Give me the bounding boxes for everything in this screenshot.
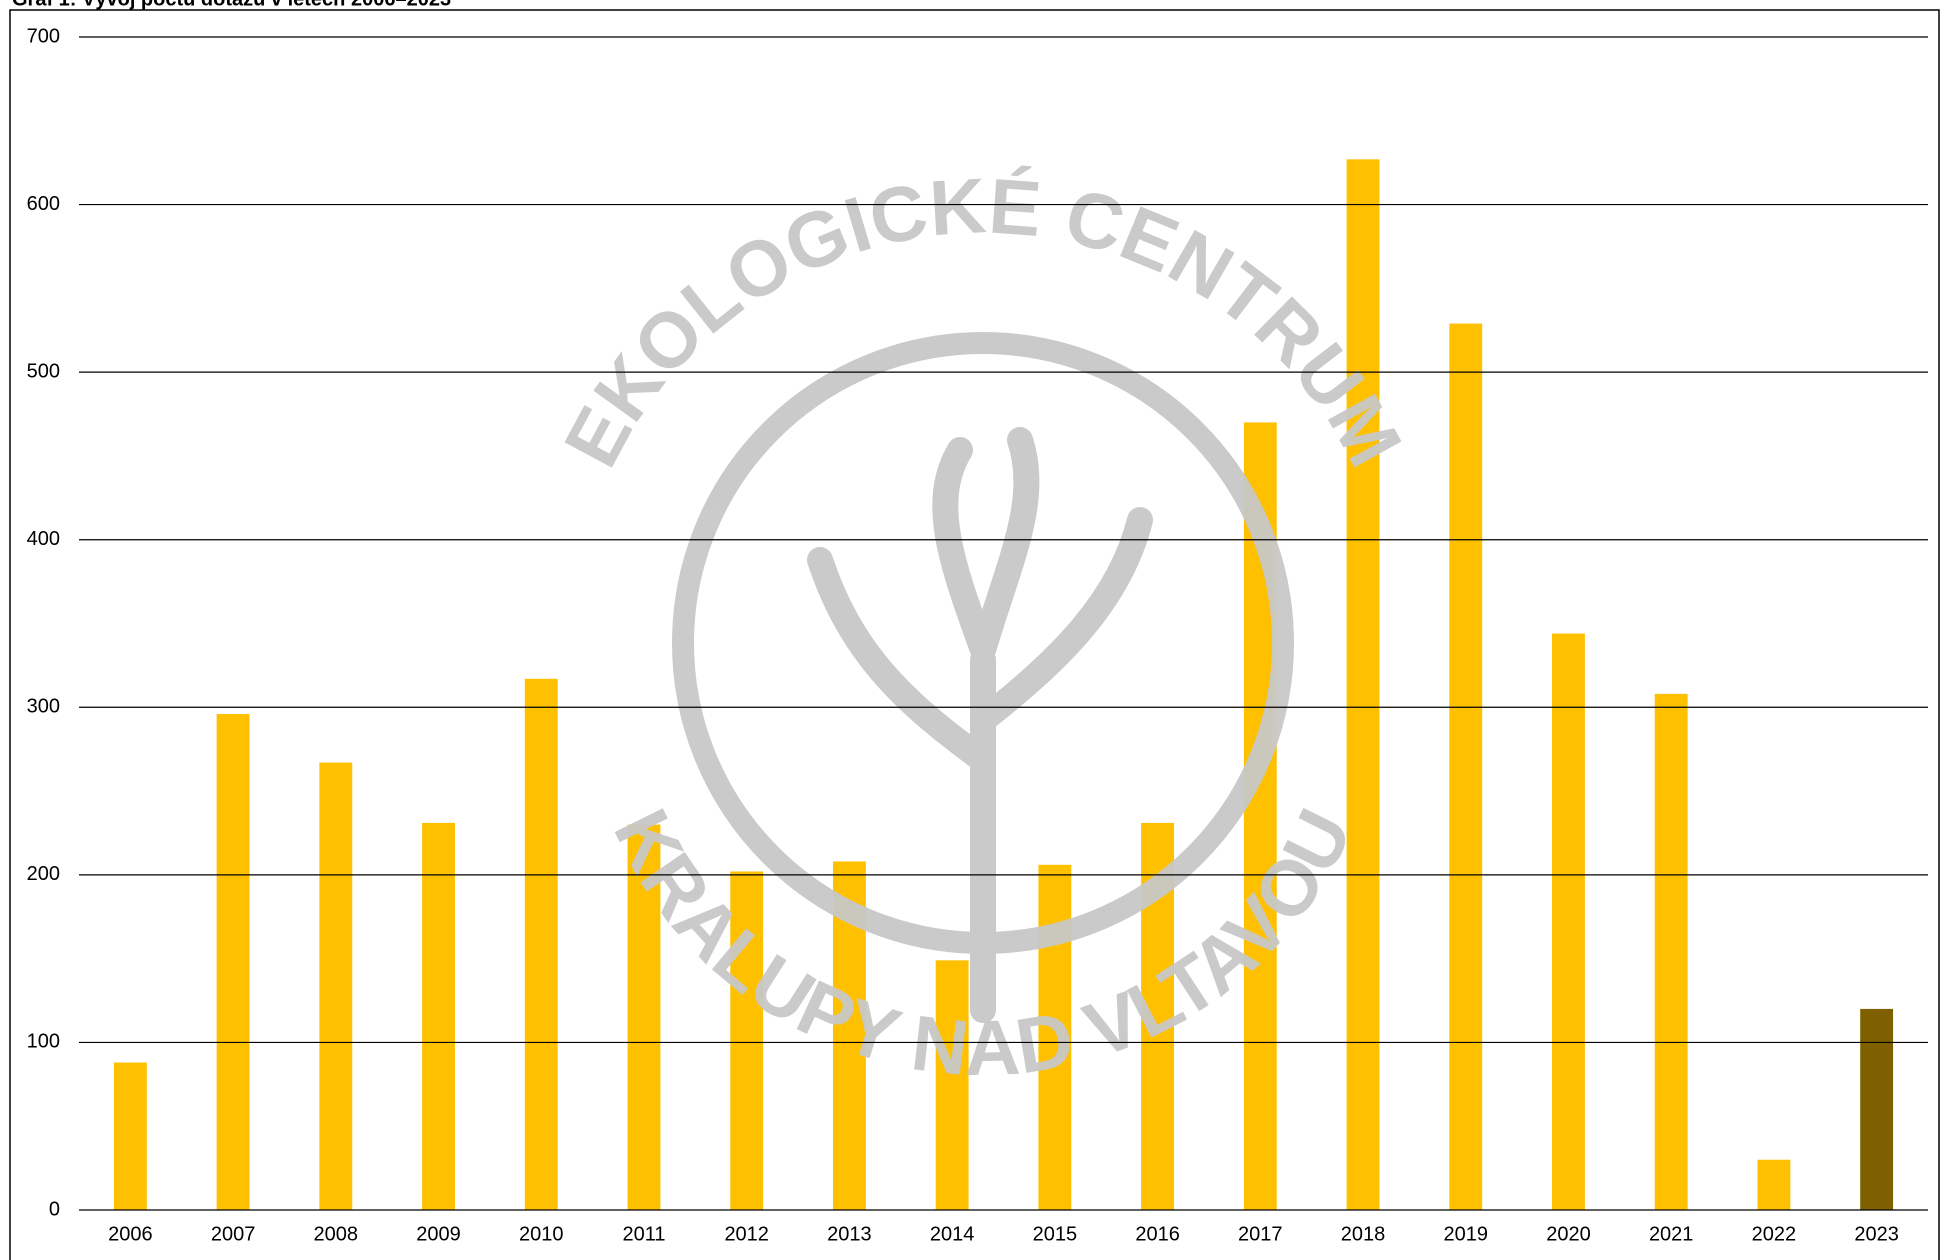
watermark-tree xyxy=(807,427,1153,1023)
x-tick-label: 2012 xyxy=(724,1223,769,1245)
bar xyxy=(422,822,455,1210)
x-tick-label: 2019 xyxy=(1444,1223,1489,1245)
bar xyxy=(113,1062,147,1210)
bars xyxy=(113,159,1894,1211)
watermark-top: EKOLOGICKÉ CENTRUM xyxy=(547,161,1419,480)
y-tick-label: 100 xyxy=(27,1031,60,1053)
bar xyxy=(627,824,661,1210)
bar xyxy=(1449,323,1483,1211)
bar xyxy=(1654,693,1688,1210)
bar xyxy=(1860,1008,1894,1210)
watermark: EKOLOGICKÉ CENTRUM KRALUPY NAD VLTAVOU xyxy=(547,161,1419,1092)
x-tick-label: 2008 xyxy=(314,1223,359,1245)
x-tick-label: 2007 xyxy=(211,1223,256,1245)
frame xyxy=(9,9,1940,1260)
bar xyxy=(1552,633,1585,1210)
bar xyxy=(524,678,558,1210)
bar xyxy=(216,713,250,1210)
bar xyxy=(935,960,969,1210)
y-tick-label: 400 xyxy=(27,528,60,550)
x-tick-label: 2016 xyxy=(1135,1223,1180,1245)
bar xyxy=(1346,159,1380,1210)
x-tick-label: 2022 xyxy=(1752,1223,1797,1245)
x-tick-label: 2009 xyxy=(416,1223,461,1245)
bar xyxy=(319,762,353,1210)
watermark-text: EKOLOGICKÉ CENTRUM xyxy=(547,161,1419,480)
x-tick-label: 2014 xyxy=(930,1223,975,1245)
x-tick-label: 2011 xyxy=(622,1223,665,1245)
y-tick-label: 200 xyxy=(27,863,60,885)
x-tick-label: 2017 xyxy=(1238,1223,1283,1245)
x-tick-label: 2018 xyxy=(1341,1223,1386,1245)
bar xyxy=(730,871,764,1210)
chart-title: Graf 1: Vývoj počtu dotazů v letech 2006… xyxy=(12,0,451,10)
y-tick-label: 700 xyxy=(27,25,60,47)
x-tick-label: 2023 xyxy=(1854,1223,1899,1245)
x-tick-label: 2020 xyxy=(1546,1223,1591,1245)
x-tick-label: 2015 xyxy=(1033,1223,1078,1245)
x-tick-label: 2006 xyxy=(108,1223,153,1245)
x-tick-label: 2021 xyxy=(1649,1223,1694,1245)
y-tick-label: 0 xyxy=(49,1198,60,1220)
x-tick-label: 2013 xyxy=(827,1223,872,1245)
x-tick-label: 2010 xyxy=(519,1223,564,1245)
y-tick-label: 600 xyxy=(27,193,60,215)
bar xyxy=(1757,1159,1791,1210)
y-tick-label: 500 xyxy=(27,360,60,382)
y-tick-label: 300 xyxy=(27,696,60,718)
